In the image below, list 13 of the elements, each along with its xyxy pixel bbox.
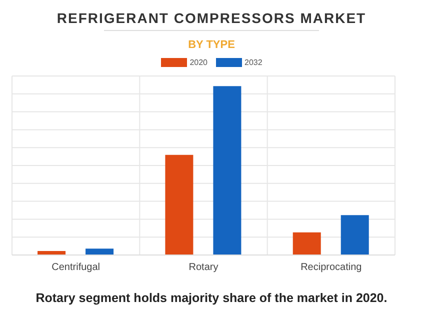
- bar: [340, 215, 369, 255]
- bar: [165, 154, 194, 255]
- bar: [86, 248, 114, 255]
- legend-label: 2020: [188, 58, 208, 66]
- bar: [213, 86, 242, 255]
- chart-title: REFRIGERANT COMPRESSORS MARKET: [56, 9, 368, 28]
- chart-subtitle: BY TYPE: [187, 39, 236, 53]
- text: Rotary segment holds majority share of the market in 2020.: [34, 291, 388, 305]
- legend-label: 2032: [244, 58, 262, 66]
- x-tick-label: Centrifugal: [52, 262, 100, 274]
- bar: [292, 232, 321, 255]
- x-tick-label: Reciprocating: [300, 262, 362, 274]
- x-tick-label: Rotary: [188, 262, 218, 274]
